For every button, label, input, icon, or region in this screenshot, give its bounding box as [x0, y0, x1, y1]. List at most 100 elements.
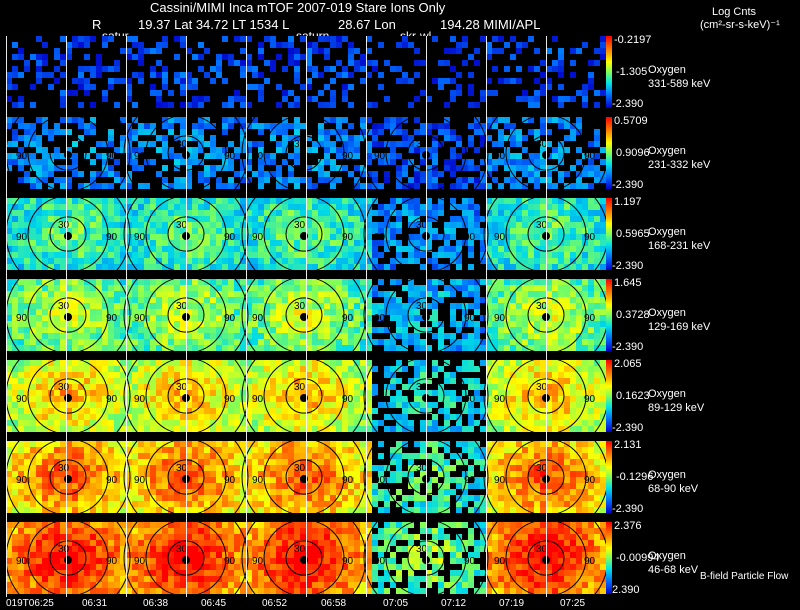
contour-label: 90 — [106, 151, 118, 162]
contour-label: 90 — [584, 556, 596, 567]
colorbar-max-label: -0.2197 — [614, 34, 651, 46]
x-tick-label: 07:25 — [560, 597, 585, 610]
contour-label: 90 — [224, 394, 236, 405]
contour-label: 90 — [106, 556, 118, 567]
time-gridline — [186, 36, 187, 597]
colorbar-min-label: -2.390 — [612, 179, 643, 191]
time-gridline — [426, 36, 427, 597]
contour-label: 30 — [294, 382, 306, 393]
time-gridline — [6, 36, 7, 597]
contour-label: 90 — [342, 232, 354, 243]
time-gridline — [126, 36, 127, 597]
colorbar-min-label: -2.390 — [612, 503, 643, 515]
contour-label: 90 — [16, 313, 28, 324]
contour-label: 90 — [494, 394, 506, 405]
contour-label: 90 — [464, 394, 476, 405]
colorbar-max-label: 1.645 — [614, 277, 642, 289]
contour-label: 90 — [16, 556, 28, 567]
colorbar-mid-label: -1.305 — [616, 66, 647, 78]
contour-label: 90 — [134, 475, 146, 486]
contour-label: 90 — [16, 232, 28, 243]
contour-label: 90 — [342, 151, 354, 162]
contour-label: 90 — [252, 313, 264, 324]
contour-label: 90 — [464, 475, 476, 486]
x-tick-label: 06:52 — [262, 597, 287, 610]
contour-label: 90 — [224, 313, 236, 324]
x-tick-label: 07:05 — [383, 597, 408, 610]
b-field-note: B-field Particle Flow — [700, 570, 788, 583]
colorbar-mid-label: 0.3728 — [616, 309, 650, 321]
contour-label: 90 — [252, 475, 264, 486]
contour-label: 30 — [294, 301, 306, 312]
colorbar-mid-label: 0.1623 — [616, 390, 650, 402]
contour-label: 90 — [374, 394, 386, 405]
time-gridline — [546, 36, 547, 597]
contour-label: 90 — [342, 556, 354, 567]
time-gridline — [366, 36, 367, 597]
contour-label: 90 — [374, 556, 386, 567]
energy-range-label: 46-68 keV — [648, 564, 698, 576]
x-tick-label: 06:31 — [82, 597, 107, 610]
colorbar-min-label: -2.390 — [612, 260, 643, 272]
time-gridline — [306, 36, 307, 597]
species-label: Oxygen — [648, 307, 686, 319]
contour-label: 30 — [58, 382, 70, 393]
energy-range-label: 129-169 keV — [648, 321, 710, 333]
contour-label: 90 — [106, 394, 118, 405]
x-tick-first: 019T06:25 — [6, 597, 54, 610]
energy-range-label: 168-231 keV — [648, 240, 710, 252]
contour-label: 90 — [584, 151, 596, 162]
species-label: Oxygen — [648, 550, 686, 562]
contour-label: 90 — [494, 475, 506, 486]
contour-label: 90 — [252, 556, 264, 567]
row2-mimi: 194.28 MIMI/APL — [440, 18, 540, 31]
time-gridline — [246, 36, 247, 597]
contour-label: 90 — [134, 313, 146, 324]
units-label: Log Cnts — [712, 6, 756, 19]
contour-label: 90 — [464, 151, 476, 162]
contour-label: 30 — [294, 544, 306, 555]
contour-label: 30 — [294, 139, 306, 150]
energy-range-label: 231-332 keV — [648, 159, 710, 171]
contour-label: 30 — [294, 220, 306, 231]
contour-label: 90 — [464, 313, 476, 324]
species-label: Oxygen — [648, 145, 686, 157]
energy-range-label: 68-90 keV — [648, 483, 698, 495]
energy-range-label: 89-129 keV — [648, 402, 704, 414]
colorbar-max-label: 2.065 — [614, 358, 642, 370]
contour-label: 90 — [342, 313, 354, 324]
contour-label: 90 — [584, 232, 596, 243]
contour-label: 90 — [342, 475, 354, 486]
contour-label: 90 — [252, 151, 264, 162]
contour-label: 30 — [58, 139, 70, 150]
species-label: Oxygen — [648, 64, 686, 76]
row2-r: R — [92, 18, 101, 31]
x-tick-label: 07:12 — [441, 597, 466, 610]
species-label: Oxygen — [648, 469, 686, 481]
contour-label: 90 — [134, 556, 146, 567]
contour-label: 90 — [494, 151, 506, 162]
contour-label: 90 — [16, 151, 28, 162]
contour-label: 90 — [134, 232, 146, 243]
colorbar-max-label: 1.197 — [614, 196, 642, 208]
colorbar-min-label: -2.390 — [612, 341, 643, 353]
time-gridline — [66, 36, 67, 597]
contour-label: 90 — [134, 151, 146, 162]
contour-label: 90 — [464, 232, 476, 243]
contour-label: 90 — [494, 232, 506, 243]
colorbar-min-label: -2.390 — [612, 422, 643, 434]
x-tick-label: 06:58 — [321, 597, 346, 610]
contour-label: 90 — [224, 556, 236, 567]
row2-lat-lt-l: 19.37 Lat 34.72 LT 1534 L — [138, 18, 289, 31]
time-gridline — [486, 36, 487, 597]
contour-label: 90 — [464, 556, 476, 567]
contour-label: 30 — [58, 463, 70, 474]
x-tick-label: 06:38 — [143, 597, 168, 610]
contour-label: 30 — [58, 544, 70, 555]
contour-label: 90 — [106, 232, 118, 243]
contour-label: 90 — [374, 475, 386, 486]
contour-label: 90 — [134, 394, 146, 405]
x-tick-label: 07:19 — [499, 597, 524, 610]
energy-range-label: 331-589 keV — [648, 78, 710, 90]
contour-label: 90 — [342, 394, 354, 405]
